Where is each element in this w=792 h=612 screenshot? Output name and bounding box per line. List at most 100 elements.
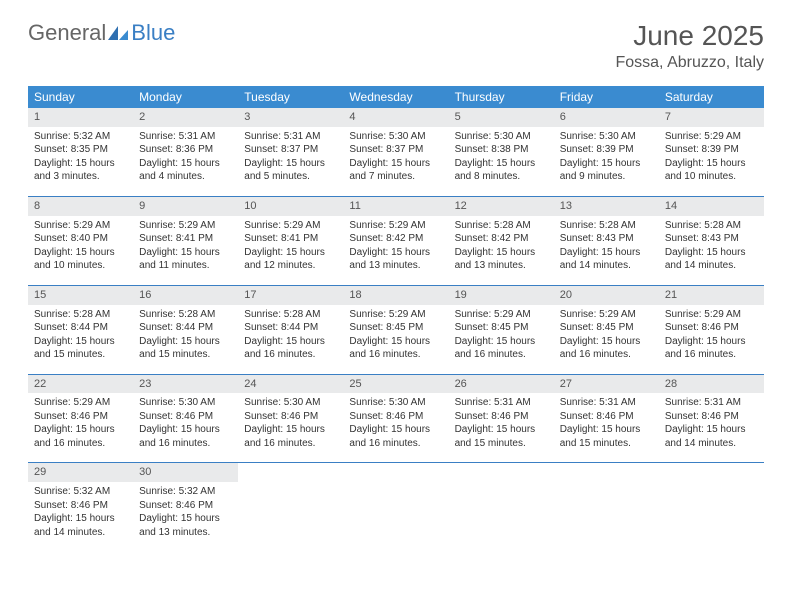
- day-body: Sunrise: 5:29 AMSunset: 8:39 PMDaylight:…: [659, 127, 764, 188]
- day-line: Daylight: 15 hours: [349, 423, 442, 437]
- day-line: Daylight: 15 hours: [34, 512, 127, 526]
- day-line: and 7 minutes.: [349, 170, 442, 184]
- day-body: Sunrise: 5:29 AMSunset: 8:41 PMDaylight:…: [133, 216, 238, 277]
- day-line: Daylight: 15 hours: [139, 157, 232, 171]
- day-cell: 1Sunrise: 5:32 AMSunset: 8:35 PMDaylight…: [28, 108, 133, 188]
- day-line: and 10 minutes.: [34, 259, 127, 273]
- logo-text-1: General: [28, 20, 106, 46]
- day-line: Sunset: 8:41 PM: [244, 232, 337, 246]
- day-line: Sunset: 8:46 PM: [665, 321, 758, 335]
- day-body: Sunrise: 5:29 AMSunset: 8:45 PMDaylight:…: [449, 305, 554, 366]
- day-line: Sunrise: 5:29 AM: [139, 219, 232, 233]
- day-line: and 16 minutes.: [665, 348, 758, 362]
- day-line: Sunrise: 5:29 AM: [34, 219, 127, 233]
- day-line: Sunrise: 5:28 AM: [665, 219, 758, 233]
- day-number: 16: [133, 286, 238, 305]
- day-line: Sunset: 8:46 PM: [34, 410, 127, 424]
- day-line: and 15 minutes.: [455, 437, 548, 451]
- day-number: 3: [238, 108, 343, 127]
- day-line: Sunset: 8:46 PM: [349, 410, 442, 424]
- day-line: and 4 minutes.: [139, 170, 232, 184]
- day-line: and 16 minutes.: [560, 348, 653, 362]
- day-line: Sunrise: 5:31 AM: [455, 396, 548, 410]
- day-cell: 27Sunrise: 5:31 AMSunset: 8:46 PMDayligh…: [554, 375, 659, 455]
- week-row: 8Sunrise: 5:29 AMSunset: 8:40 PMDaylight…: [28, 196, 764, 277]
- day-line: and 11 minutes.: [139, 259, 232, 273]
- day-line: Daylight: 15 hours: [560, 423, 653, 437]
- day-line: Sunset: 8:46 PM: [455, 410, 548, 424]
- day-line: Daylight: 15 hours: [34, 335, 127, 349]
- day-number: 11: [343, 197, 448, 216]
- day-body: Sunrise: 5:31 AMSunset: 8:46 PMDaylight:…: [659, 393, 764, 454]
- week-row: 1Sunrise: 5:32 AMSunset: 8:35 PMDaylight…: [28, 108, 764, 188]
- day-cell: 10Sunrise: 5:29 AMSunset: 8:41 PMDayligh…: [238, 197, 343, 277]
- day-number: 7: [659, 108, 764, 127]
- day-line: Sunset: 8:41 PM: [139, 232, 232, 246]
- logo-text-2: Blue: [131, 20, 175, 46]
- day-cell: 16Sunrise: 5:28 AMSunset: 8:44 PMDayligh…: [133, 286, 238, 366]
- day-header: Monday: [133, 86, 238, 108]
- day-number: 22: [28, 375, 133, 394]
- day-line: and 9 minutes.: [560, 170, 653, 184]
- day-line: and 13 minutes.: [349, 259, 442, 273]
- day-line: Daylight: 15 hours: [244, 335, 337, 349]
- day-body: Sunrise: 5:32 AMSunset: 8:46 PMDaylight:…: [28, 482, 133, 543]
- day-line: Sunset: 8:46 PM: [34, 499, 127, 513]
- location: Fossa, Abruzzo, Italy: [615, 54, 764, 72]
- day-line: Sunset: 8:42 PM: [455, 232, 548, 246]
- day-cell: [343, 463, 448, 543]
- day-line: Sunset: 8:46 PM: [560, 410, 653, 424]
- day-line: Sunset: 8:43 PM: [665, 232, 758, 246]
- day-header: Thursday: [449, 86, 554, 108]
- day-line: Sunset: 8:37 PM: [244, 143, 337, 157]
- day-line: Daylight: 15 hours: [560, 157, 653, 171]
- day-line: Daylight: 15 hours: [139, 335, 232, 349]
- day-body: Sunrise: 5:31 AMSunset: 8:46 PMDaylight:…: [449, 393, 554, 454]
- day-number: 30: [133, 463, 238, 482]
- day-header: Wednesday: [343, 86, 448, 108]
- day-line: Sunset: 8:44 PM: [244, 321, 337, 335]
- week-row: 22Sunrise: 5:29 AMSunset: 8:46 PMDayligh…: [28, 374, 764, 455]
- day-line: Sunset: 8:45 PM: [560, 321, 653, 335]
- day-line: and 13 minutes.: [139, 526, 232, 540]
- day-cell: [659, 463, 764, 543]
- day-line: and 16 minutes.: [349, 437, 442, 451]
- calendar: Sunday Monday Tuesday Wednesday Thursday…: [28, 86, 764, 543]
- day-cell: 6Sunrise: 5:30 AMSunset: 8:39 PMDaylight…: [554, 108, 659, 188]
- week-row: 15Sunrise: 5:28 AMSunset: 8:44 PMDayligh…: [28, 285, 764, 366]
- day-line: Sunrise: 5:32 AM: [34, 485, 127, 499]
- day-line: Sunrise: 5:29 AM: [455, 308, 548, 322]
- day-body: Sunrise: 5:31 AMSunset: 8:46 PMDaylight:…: [554, 393, 659, 454]
- day-cell: 22Sunrise: 5:29 AMSunset: 8:46 PMDayligh…: [28, 375, 133, 455]
- day-number: 6: [554, 108, 659, 127]
- day-cell: 7Sunrise: 5:29 AMSunset: 8:39 PMDaylight…: [659, 108, 764, 188]
- day-cell: 5Sunrise: 5:30 AMSunset: 8:38 PMDaylight…: [449, 108, 554, 188]
- day-cell: 20Sunrise: 5:29 AMSunset: 8:45 PMDayligh…: [554, 286, 659, 366]
- day-body: Sunrise: 5:32 AMSunset: 8:35 PMDaylight:…: [28, 127, 133, 188]
- day-number: 27: [554, 375, 659, 394]
- day-body: Sunrise: 5:30 AMSunset: 8:46 PMDaylight:…: [133, 393, 238, 454]
- logo-sail-icon: [108, 24, 130, 42]
- day-number: 17: [238, 286, 343, 305]
- day-line: and 14 minutes.: [665, 259, 758, 273]
- day-header: Tuesday: [238, 86, 343, 108]
- day-line: and 16 minutes.: [139, 437, 232, 451]
- day-header: Sunday: [28, 86, 133, 108]
- day-line: Daylight: 15 hours: [665, 423, 758, 437]
- day-cell: 28Sunrise: 5:31 AMSunset: 8:46 PMDayligh…: [659, 375, 764, 455]
- day-line: Sunrise: 5:30 AM: [349, 396, 442, 410]
- day-line: and 14 minutes.: [560, 259, 653, 273]
- day-body: Sunrise: 5:30 AMSunset: 8:38 PMDaylight:…: [449, 127, 554, 188]
- day-body: Sunrise: 5:29 AMSunset: 8:45 PMDaylight:…: [343, 305, 448, 366]
- day-line: and 16 minutes.: [455, 348, 548, 362]
- day-cell: 29Sunrise: 5:32 AMSunset: 8:46 PMDayligh…: [28, 463, 133, 543]
- day-line: Sunset: 8:45 PM: [349, 321, 442, 335]
- day-number: 2: [133, 108, 238, 127]
- day-line: Sunrise: 5:31 AM: [665, 396, 758, 410]
- day-line: Daylight: 15 hours: [244, 423, 337, 437]
- day-cell: 8Sunrise: 5:29 AMSunset: 8:40 PMDaylight…: [28, 197, 133, 277]
- day-line: Sunrise: 5:28 AM: [455, 219, 548, 233]
- day-cell: 2Sunrise: 5:31 AMSunset: 8:36 PMDaylight…: [133, 108, 238, 188]
- day-line: Sunrise: 5:30 AM: [455, 130, 548, 144]
- day-body: Sunrise: 5:28 AMSunset: 8:44 PMDaylight:…: [238, 305, 343, 366]
